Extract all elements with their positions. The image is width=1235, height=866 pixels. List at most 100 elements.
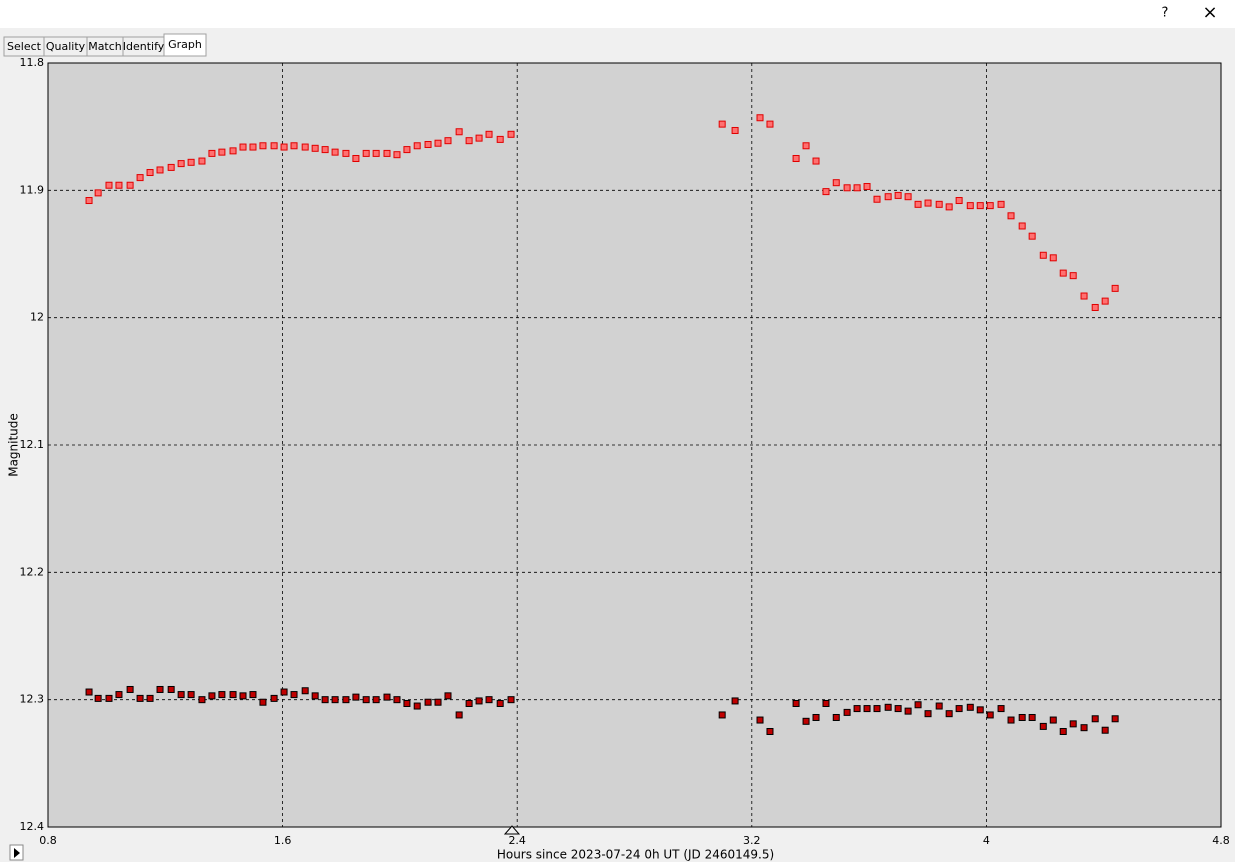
data-point xyxy=(352,693,360,701)
data-point xyxy=(393,696,401,704)
data-point xyxy=(832,179,840,187)
data-point xyxy=(177,691,185,699)
data-point xyxy=(976,706,984,714)
tab-label[interactable]: Identify xyxy=(123,40,165,53)
data-point xyxy=(362,696,370,704)
data-point xyxy=(1091,303,1099,311)
data-point xyxy=(444,692,452,700)
tab-label[interactable]: Graph xyxy=(168,38,202,51)
data-point xyxy=(475,697,483,705)
data-point xyxy=(156,166,164,174)
data-point xyxy=(485,130,493,138)
data-point xyxy=(718,120,726,128)
data-point xyxy=(955,197,963,205)
data-point xyxy=(1049,716,1057,724)
x-tick-label: 2.4 xyxy=(508,834,526,847)
data-point xyxy=(465,699,473,707)
data-point xyxy=(1028,232,1036,240)
data-point xyxy=(1028,713,1036,721)
data-point xyxy=(894,191,902,199)
plot-area xyxy=(47,62,1222,828)
y-tick-label: 11.8 xyxy=(20,56,45,69)
data-point xyxy=(311,144,319,152)
data-point xyxy=(362,149,370,157)
data-point xyxy=(863,705,871,713)
data-point xyxy=(1049,254,1057,262)
data-point xyxy=(413,142,421,150)
data-point xyxy=(85,688,93,696)
data-point xyxy=(393,151,401,159)
data-point xyxy=(280,688,288,696)
help-button[interactable]: ? xyxy=(1162,6,1169,21)
data-point xyxy=(136,694,144,702)
y-tick-label: 12.4 xyxy=(20,820,45,833)
data-point xyxy=(496,699,504,707)
data-point xyxy=(496,135,504,143)
data-point xyxy=(853,184,861,192)
tab-label[interactable]: Select xyxy=(7,40,42,53)
data-point xyxy=(966,202,974,210)
data-point xyxy=(229,691,237,699)
data-point xyxy=(403,146,411,154)
y-tick-label: 12.3 xyxy=(20,693,45,706)
data-point xyxy=(884,193,892,201)
data-point xyxy=(126,685,134,693)
data-point xyxy=(187,158,195,166)
tab[interactable] xyxy=(163,33,207,57)
data-point xyxy=(731,697,739,705)
data-point xyxy=(863,183,871,191)
close-button[interactable]: × xyxy=(1202,2,1217,23)
y-tick-label: 11.9 xyxy=(20,183,45,196)
data-point xyxy=(812,157,820,165)
data-point xyxy=(766,120,774,128)
tab-label[interactable]: Quality xyxy=(46,40,86,53)
data-point xyxy=(1101,726,1109,734)
data-point xyxy=(331,696,339,704)
data-point xyxy=(239,143,247,151)
y-tick-label: 12 xyxy=(30,311,44,324)
data-point xyxy=(208,149,216,157)
x-tick-label: 0.8 xyxy=(39,834,57,847)
data-point xyxy=(352,155,360,162)
data-point xyxy=(914,200,922,208)
data-point xyxy=(1039,722,1047,730)
scroll-arrow xyxy=(14,848,20,858)
data-point xyxy=(843,184,851,192)
data-point xyxy=(136,174,144,182)
data-point xyxy=(1059,269,1067,277)
data-point xyxy=(966,703,974,711)
data-point xyxy=(1059,728,1067,735)
data-point xyxy=(1101,297,1109,305)
data-point xyxy=(198,157,206,165)
tab-strip: Select Quality Match Identify Graph xyxy=(3,33,207,57)
data-point xyxy=(718,711,726,719)
data-point xyxy=(218,148,226,156)
data-point xyxy=(331,148,339,156)
data-point xyxy=(455,711,463,719)
data-point xyxy=(198,696,206,704)
data-point xyxy=(1018,222,1026,230)
data-point xyxy=(218,691,226,699)
data-point xyxy=(383,693,391,701)
data-point xyxy=(105,694,113,702)
data-point xyxy=(455,128,463,136)
data-point xyxy=(802,717,810,725)
y-tick-label: 12.2 xyxy=(20,565,45,578)
tab-label[interactable]: Match xyxy=(88,40,122,53)
data-point xyxy=(904,193,912,201)
data-point xyxy=(187,691,195,699)
data-point xyxy=(904,707,912,715)
data-point xyxy=(105,181,113,189)
data-point xyxy=(1007,212,1015,220)
data-point xyxy=(259,698,267,706)
data-point xyxy=(812,713,820,721)
data-point xyxy=(1069,720,1077,728)
data-point xyxy=(955,705,963,713)
data-point xyxy=(177,160,185,168)
data-point xyxy=(94,189,102,197)
data-point xyxy=(935,200,943,208)
data-point xyxy=(766,728,774,735)
data-point xyxy=(873,195,881,203)
data-point xyxy=(311,692,319,700)
